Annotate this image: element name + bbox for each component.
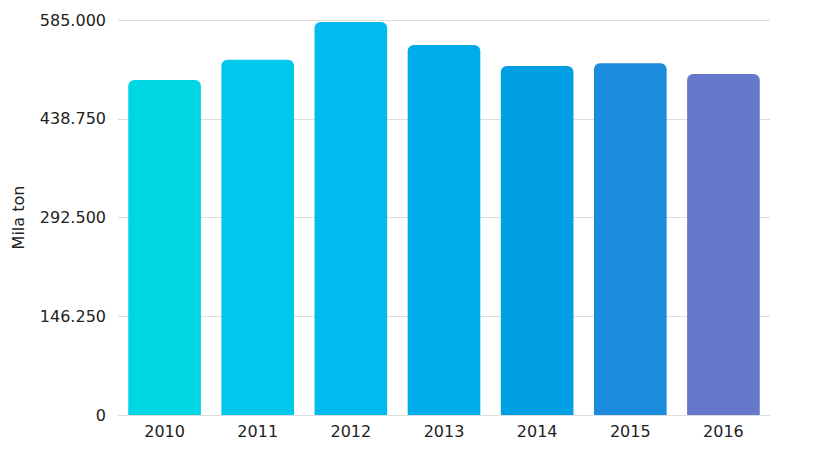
svg-text:2012: 2012 [330,422,371,441]
svg-text:2011: 2011 [237,422,278,441]
svg-text:585.000: 585.000 [40,11,106,30]
svg-text:2015: 2015 [610,422,651,441]
svg-text:2014: 2014 [517,422,558,441]
svg-text:2013: 2013 [424,422,465,441]
svg-text:292.500: 292.500 [40,208,106,227]
svg-text:146.250: 146.250 [40,307,106,326]
svg-text:2016: 2016 [703,422,744,441]
svg-text:0: 0 [96,406,106,425]
svg-text:2010: 2010 [144,422,185,441]
svg-text:438.750: 438.750 [40,109,106,128]
svg-text:Mila ton: Mila ton [9,186,28,250]
